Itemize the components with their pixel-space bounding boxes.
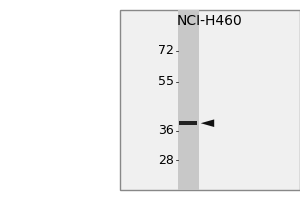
Text: 72: 72 [158, 44, 174, 57]
Bar [120, 10, 300, 190]
Text: 36: 36 [158, 124, 174, 137]
Text: 55: 55 [158, 75, 174, 88]
Polygon shape [201, 119, 214, 127]
Text: NCI-H460: NCI-H460 [177, 14, 243, 28]
Bar [178, 10, 199, 190]
Bar [179, 121, 197, 125]
Text: 28: 28 [158, 154, 174, 167]
